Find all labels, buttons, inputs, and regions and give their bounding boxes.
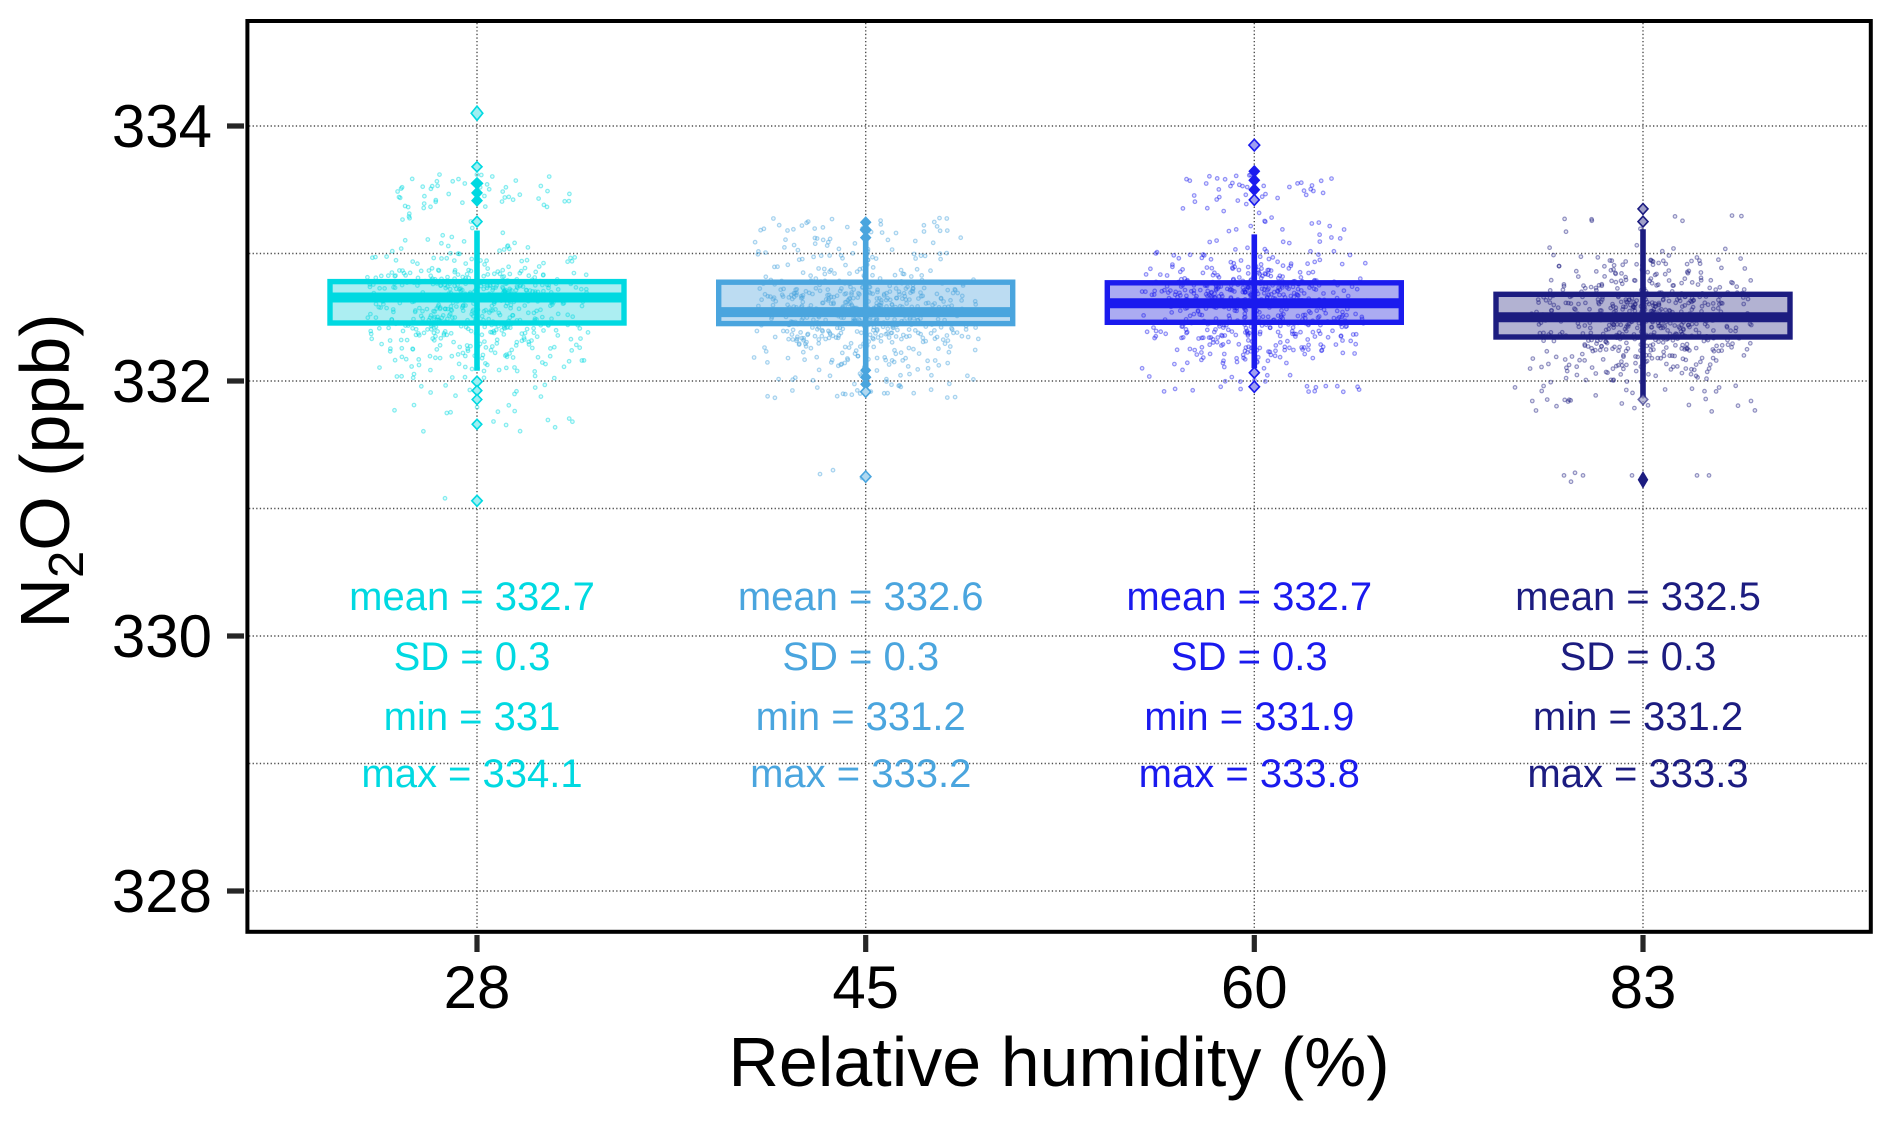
svg-text:Relative humidity (%): Relative humidity (%) bbox=[728, 1023, 1389, 1101]
svg-text:60: 60 bbox=[1221, 954, 1288, 1021]
svg-text:45: 45 bbox=[832, 954, 899, 1021]
svg-text:max = 333.8: max = 333.8 bbox=[1139, 752, 1360, 796]
svg-text:mean = 332.5: mean = 332.5 bbox=[1515, 575, 1761, 619]
svg-text:mean = 332.7: mean = 332.7 bbox=[349, 575, 595, 619]
svg-text:N2O (ppb): N2O (ppb) bbox=[6, 313, 94, 628]
svg-text:max = 333.3: max = 333.3 bbox=[1527, 752, 1748, 796]
svg-text:min = 331.2: min = 331.2 bbox=[1533, 695, 1743, 739]
svg-text:mean = 332.6: mean = 332.6 bbox=[738, 575, 984, 619]
svg-text:mean = 332.7: mean = 332.7 bbox=[1126, 575, 1372, 619]
svg-text:SD = 0.3: SD = 0.3 bbox=[1560, 635, 1717, 679]
svg-text:max = 333.2: max = 333.2 bbox=[750, 752, 971, 796]
svg-text:334: 334 bbox=[112, 93, 212, 160]
svg-text:max = 334.1: max = 334.1 bbox=[361, 752, 582, 796]
svg-text:SD = 0.3: SD = 0.3 bbox=[1171, 635, 1328, 679]
svg-text:328: 328 bbox=[112, 858, 212, 925]
svg-text:28: 28 bbox=[444, 954, 511, 1021]
svg-text:SD = 0.3: SD = 0.3 bbox=[394, 635, 551, 679]
svg-text:SD = 0.3: SD = 0.3 bbox=[782, 635, 939, 679]
svg-text:332: 332 bbox=[112, 348, 212, 415]
svg-text:min = 331.9: min = 331.9 bbox=[1144, 695, 1354, 739]
svg-text:min = 331.2: min = 331.2 bbox=[756, 695, 966, 739]
svg-text:330: 330 bbox=[112, 603, 212, 670]
svg-text:min = 331: min = 331 bbox=[384, 695, 561, 739]
svg-text:83: 83 bbox=[1610, 954, 1677, 1021]
